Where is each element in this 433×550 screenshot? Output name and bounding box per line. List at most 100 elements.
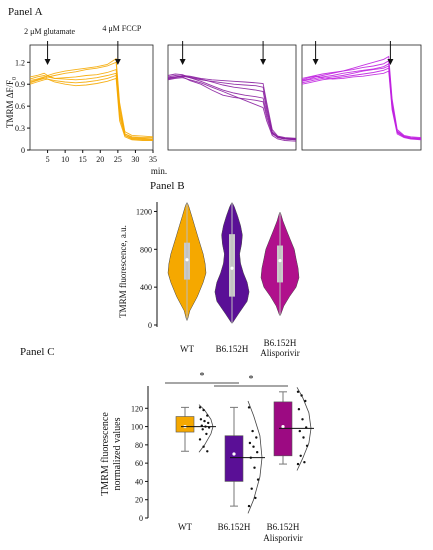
panel-a-x-tick-label: 10 — [61, 155, 69, 164]
panel-a-x-tick-label: 35 — [149, 155, 157, 164]
panel-c-data-point — [250, 487, 253, 490]
panel-b-category-label-alisporivir: Alisporivir — [260, 348, 300, 358]
panel-c-data-point — [247, 406, 251, 409]
panel-c-data-point — [207, 421, 210, 425]
panel-c-data-point — [198, 406, 202, 409]
panel-c-y-tick-label: 40 — [135, 477, 143, 486]
panel-c-data-point — [251, 429, 254, 433]
panel-a-x-tick-label: 30 — [131, 155, 139, 164]
panel-a-trace-3-1 — [301, 55, 422, 139]
panel-c-data-point — [203, 419, 206, 423]
panel-c-data-point — [301, 418, 304, 421]
panel-a-x-axis-label: min. — [151, 166, 167, 176]
panel-c-median-dot-2 — [232, 452, 236, 456]
panel-c-data-point — [299, 454, 302, 457]
panel-b-category-label-alisporivir: B6.152H — [264, 338, 297, 348]
panel-c-median-dot-3 — [281, 424, 285, 429]
panel-a-y-axis-label: TMRM ΔF/F0 — [5, 77, 18, 128]
panel-c-category-label-b6: B6.152H — [218, 522, 251, 532]
panel-c-y-axis-label: normalized values — [112, 417, 123, 490]
panel-c-data-point — [303, 461, 306, 464]
panel-a-trace-2-5 — [167, 75, 297, 139]
panel-c-data-point — [205, 432, 208, 436]
panel-b-median-dot-2 — [230, 266, 234, 270]
significance-label-2: * — [249, 374, 254, 385]
panel-c-data-point — [305, 444, 309, 447]
panel-c-y-tick-label: 80 — [135, 441, 143, 450]
panel-b-y-tick-label: 800 — [140, 245, 152, 254]
panel-c-data-point — [252, 445, 255, 448]
panel-c-data-point — [206, 450, 209, 453]
panel-b-y-tick-label: 0 — [148, 321, 152, 330]
panel-a-y-tick-label: 0.6 — [15, 102, 25, 111]
panel-a-x-tick-label: 5 — [46, 155, 50, 164]
panel-c-data-point — [253, 466, 256, 469]
panel-c-data-point — [298, 429, 301, 433]
panel-b-y-tick-label: 1200 — [136, 207, 152, 216]
panel-c-data-point — [296, 390, 300, 393]
panel-b-title: Panel B — [150, 180, 185, 192]
panel-c-y-tick-label: 20 — [135, 496, 143, 505]
panel-a-plot-frame — [167, 44, 297, 151]
panel-a-trace-3-4 — [301, 70, 422, 141]
panel-a-trace-1-5 — [29, 74, 153, 141]
panel-c-data-point — [198, 438, 202, 441]
panel-a-y-tick-label: 0.3 — [15, 124, 25, 133]
panel-a-y-tick-label: 0.9 — [15, 80, 25, 89]
panel-b-median-dot-1 — [185, 258, 189, 262]
panel-a-trace-2-6 — [167, 77, 297, 142]
panel-c-data-point — [296, 462, 300, 466]
glutamate-arrow-icon — [179, 59, 186, 65]
panel-c-data-point — [256, 451, 259, 454]
panel-c-data-point — [206, 414, 209, 417]
panel-a-trace-1-2 — [29, 61, 153, 139]
panel-a-y-axis-label-subscript: 0 — [12, 77, 18, 80]
significance-label-1: * — [200, 371, 205, 382]
panel-c-box-2 — [224, 435, 244, 482]
panel-a-x-tick-label: 15 — [79, 155, 87, 164]
panel-c-data-point — [255, 436, 258, 439]
panel-c-data-point — [247, 504, 251, 508]
panel-c-data-point — [302, 436, 305, 439]
fccp-arrow-icon — [114, 59, 121, 65]
panel-a-title: Panel A — [8, 6, 43, 18]
fccp-arrow-icon — [387, 59, 394, 65]
glutamate-arrow-icon — [312, 59, 319, 65]
panel-a-trace-1-1 — [29, 57, 154, 138]
panel-a-y-tick-label: 0 — [21, 146, 25, 155]
panel-a-trace-1-6 — [29, 77, 153, 141]
panel-c-data-point — [202, 445, 205, 448]
panel-c-category-label-wt: WT — [178, 522, 192, 532]
panel-a-trace-2-2 — [167, 75, 297, 140]
fccp-arrow-icon — [260, 59, 267, 65]
panel-c-data-point — [248, 441, 252, 445]
panel-b-y-axis-label: TMRM fluorescence, a.u. — [118, 225, 128, 318]
panel-c-y-tick-label: 60 — [135, 459, 143, 468]
panel-c-y-axis-label: TMRM fluorescence — [100, 412, 111, 496]
glutamate-annotation: 2 μM glutamate — [24, 27, 75, 36]
panel-b-category-label-wt: WT — [180, 344, 194, 354]
panel-c-data-point — [201, 428, 204, 431]
panel-c-data-point — [199, 418, 203, 421]
fccp-annotation: 4 μM FCCP — [102, 24, 142, 33]
panel-c-y-tick-label: 100 — [131, 423, 143, 432]
panel-c-box-1 — [175, 416, 195, 433]
panel-a-plot-frame — [301, 44, 422, 151]
panel-c-y-tick-label: 0 — [139, 514, 143, 523]
panel-c-data-point — [202, 408, 205, 412]
panel-c-category-label-alisporivir: B6.152H — [267, 522, 300, 532]
glutamate-arrow-icon — [44, 59, 51, 65]
panel-c-distribution-curve-1 — [198, 404, 214, 453]
panel-c-y-tick-label: 120 — [131, 404, 143, 413]
panel-a-trace-1-4 — [29, 72, 153, 140]
panel-a-trace-3-6 — [301, 63, 422, 140]
panel-a-x-tick-label: 20 — [96, 155, 104, 164]
panel-b-median-dot-3 — [278, 259, 282, 263]
panel-a-y-tick-label: 1.2 — [15, 58, 25, 67]
panel-c-data-point — [256, 478, 260, 481]
panel-a-trace-2-3 — [167, 75, 297, 141]
panel-c-data-point — [300, 394, 303, 397]
panel-b-y-tick-label: 400 — [140, 283, 152, 292]
panel-b-category-label-b6: B6.152H — [216, 344, 249, 354]
